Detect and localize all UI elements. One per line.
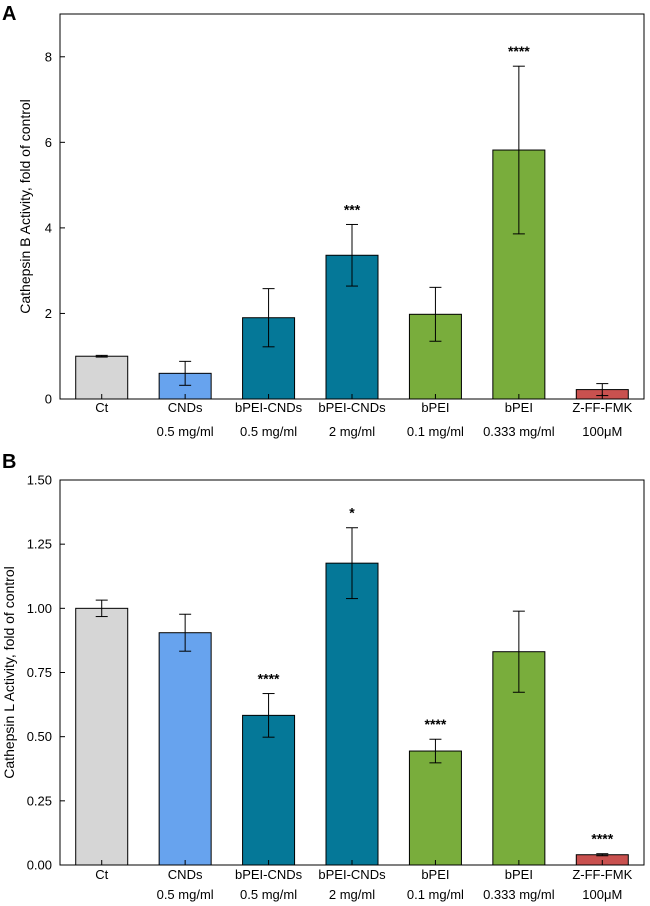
bar — [325, 562, 379, 866]
category-sublabel: 0.333 mg/ml — [483, 424, 555, 439]
category-sublabel: 100μM — [582, 887, 622, 902]
bar — [408, 750, 462, 866]
panel-a: A 0 2 4 6 8 Cathepsin B Activity, fold of con… — [2, 3, 645, 439]
significance-label: **** — [425, 716, 447, 732]
significance-label: * — [349, 505, 355, 521]
category-label: Z-FF-FMK — [572, 400, 632, 415]
panel-b-letter: B — [2, 451, 16, 473]
category-label: bPEI-CNDs — [235, 400, 303, 415]
category-sublabel: 2 mg/ml — [329, 424, 375, 439]
panel-a-letter: A — [2, 3, 16, 25]
category-label: Ct — [95, 400, 108, 415]
category-sublabel: 0.333 mg/ml — [483, 887, 555, 902]
category-sublabel: 2 mg/ml — [329, 887, 375, 902]
significance-label: *** — [344, 201, 361, 217]
y-tick-label: 0.75 — [27, 665, 52, 680]
category-sublabel: 0.5 mg/ml — [157, 887, 214, 902]
category-label: Ct — [95, 867, 108, 882]
category-label: bPEI-CNDs — [318, 867, 386, 882]
category-sublabel: 0.1 mg/ml — [407, 424, 464, 439]
category-sublabel: 0.1 mg/ml — [407, 887, 464, 902]
category-label: CNDs — [168, 400, 203, 415]
category-label: bPEI-CNDs — [318, 400, 386, 415]
bar — [158, 632, 212, 866]
y-axis-label: Cathepsin L Activity, fold of control — [1, 566, 17, 778]
category-sublabel: 0.5 mg/ml — [240, 887, 297, 902]
significance-label: **** — [258, 671, 280, 687]
y-tick-label: 0.00 — [27, 858, 52, 873]
category-label: bPEI — [421, 867, 449, 882]
y-tick-label: 8 — [45, 49, 52, 64]
category-sublabel: 100μM — [582, 424, 622, 439]
category-label: Z-FF-FMK — [572, 867, 632, 882]
bar — [242, 714, 296, 866]
category-label: bPEI-CNDs — [235, 867, 303, 882]
y-tick-label: 1.25 — [27, 537, 52, 552]
category-label: CNDs — [168, 867, 203, 882]
significance-label: **** — [591, 831, 613, 847]
y-tick-label: 1.50 — [27, 473, 52, 488]
y-tick-label: 2 — [45, 306, 52, 321]
category-label: bPEI — [421, 400, 449, 415]
panel-b: B 0.00 0.25 0.50 0.75 1.00 1.25 1.50 Cathepsin … — [1, 451, 645, 902]
y-tick-label: 4 — [45, 220, 52, 235]
bar — [75, 607, 129, 866]
y-tick-label: 6 — [45, 135, 52, 150]
y-axis-label: Cathepsin B Activity, fold of control — [17, 99, 33, 314]
category-label: bPEI — [505, 867, 533, 882]
significance-label: **** — [508, 43, 530, 59]
y-tick-label: 0.50 — [27, 729, 52, 744]
bar — [75, 355, 129, 400]
y-tick-label: 0.25 — [27, 793, 52, 808]
y-tick-label: 1.00 — [27, 601, 52, 616]
category-sublabel: 0.5 mg/ml — [240, 424, 297, 439]
y-tick-label: 0 — [45, 392, 52, 407]
category-label: bPEI — [505, 400, 533, 415]
category-sublabel: 0.5 mg/ml — [157, 424, 214, 439]
